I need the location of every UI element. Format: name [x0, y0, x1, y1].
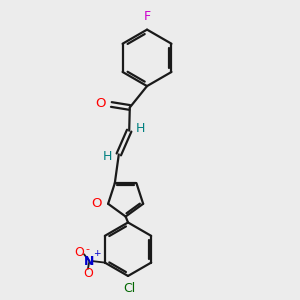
Text: +: + [93, 248, 101, 257]
Text: N: N [84, 255, 94, 268]
Text: Cl: Cl [123, 282, 136, 295]
Text: O: O [95, 97, 106, 110]
Text: H: H [103, 150, 112, 163]
Text: H: H [136, 122, 145, 135]
Text: -: - [85, 244, 89, 254]
Text: O: O [91, 197, 102, 210]
Text: F: F [144, 10, 151, 23]
Text: O: O [75, 246, 85, 259]
Text: O: O [83, 267, 93, 280]
